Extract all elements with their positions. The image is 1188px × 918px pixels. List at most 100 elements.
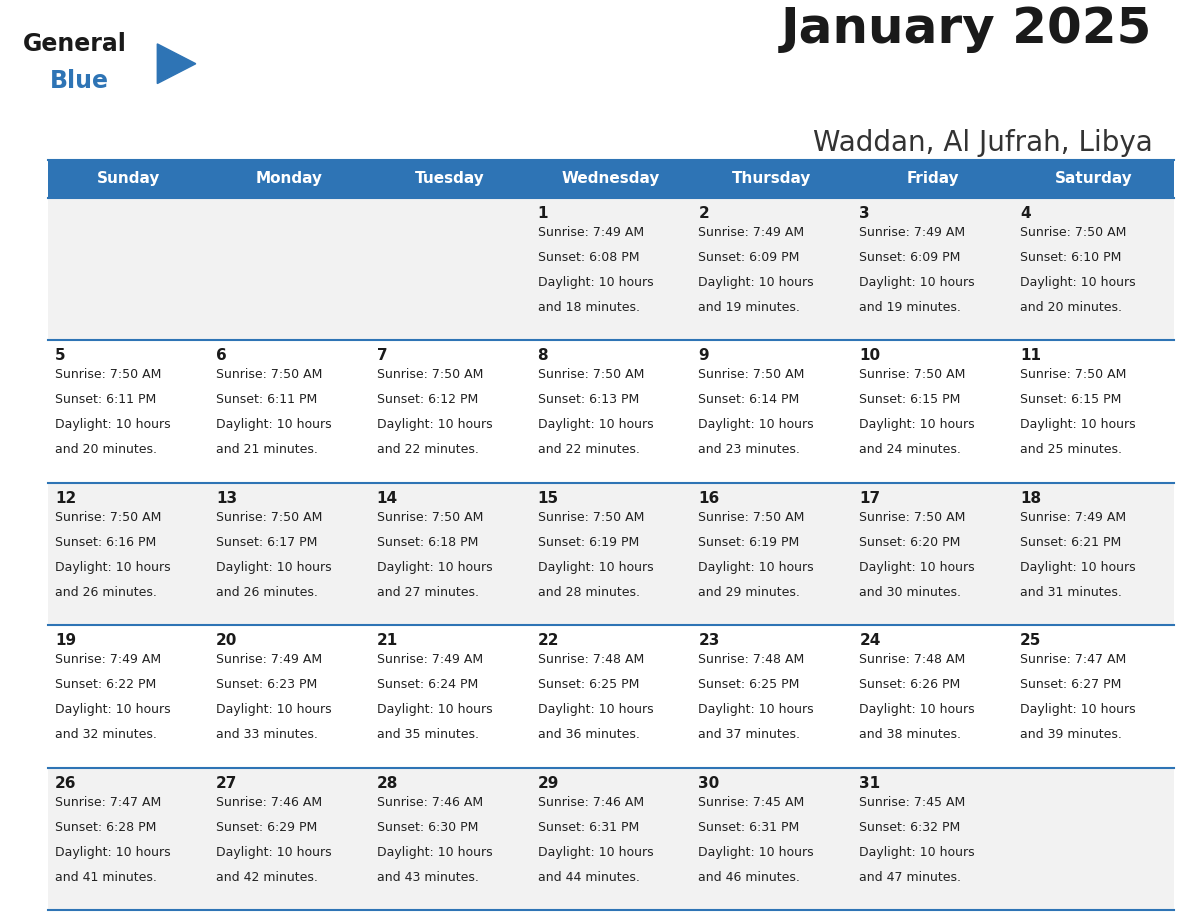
- Text: and 39 minutes.: and 39 minutes.: [1020, 728, 1121, 741]
- Text: Sunset: 6:09 PM: Sunset: 6:09 PM: [859, 251, 961, 264]
- Text: 2: 2: [699, 206, 709, 221]
- Text: Sunrise: 7:50 AM: Sunrise: 7:50 AM: [699, 368, 804, 381]
- Text: Sunrise: 7:49 AM: Sunrise: 7:49 AM: [538, 226, 644, 239]
- Text: Daylight: 10 hours: Daylight: 10 hours: [538, 845, 653, 858]
- Text: Sunrise: 7:50 AM: Sunrise: 7:50 AM: [216, 368, 322, 381]
- Text: 17: 17: [859, 491, 880, 506]
- Text: and 42 minutes.: and 42 minutes.: [216, 870, 317, 883]
- Text: Daylight: 10 hours: Daylight: 10 hours: [1020, 419, 1136, 431]
- Text: Daylight: 10 hours: Daylight: 10 hours: [55, 703, 171, 716]
- Text: Sunday: Sunday: [96, 172, 160, 186]
- Text: 20: 20: [216, 633, 238, 648]
- Text: Daylight: 10 hours: Daylight: 10 hours: [538, 276, 653, 289]
- Text: and 43 minutes.: and 43 minutes.: [377, 870, 479, 883]
- Text: Daylight: 10 hours: Daylight: 10 hours: [859, 845, 975, 858]
- Text: Sunrise: 7:50 AM: Sunrise: 7:50 AM: [859, 510, 966, 524]
- Text: Sunrise: 7:48 AM: Sunrise: 7:48 AM: [538, 654, 644, 666]
- Text: 18: 18: [1020, 491, 1041, 506]
- Text: Sunset: 6:23 PM: Sunset: 6:23 PM: [216, 678, 317, 691]
- Text: and 18 minutes.: and 18 minutes.: [538, 301, 639, 314]
- Polygon shape: [157, 44, 196, 84]
- Text: and 19 minutes.: and 19 minutes.: [859, 301, 961, 314]
- Text: and 33 minutes.: and 33 minutes.: [216, 728, 317, 741]
- Text: and 29 minutes.: and 29 minutes.: [699, 586, 801, 599]
- Text: Sunset: 6:19 PM: Sunset: 6:19 PM: [538, 536, 639, 549]
- Text: 26: 26: [55, 776, 76, 790]
- Text: Sunrise: 7:47 AM: Sunrise: 7:47 AM: [55, 796, 162, 809]
- Text: and 20 minutes.: and 20 minutes.: [1020, 301, 1123, 314]
- Text: and 36 minutes.: and 36 minutes.: [538, 728, 639, 741]
- Text: Daylight: 10 hours: Daylight: 10 hours: [699, 703, 814, 716]
- Text: Sunset: 6:18 PM: Sunset: 6:18 PM: [377, 536, 478, 549]
- Text: and 31 minutes.: and 31 minutes.: [1020, 586, 1121, 599]
- Text: 31: 31: [859, 776, 880, 790]
- Text: 15: 15: [538, 491, 558, 506]
- Text: Sunset: 6:15 PM: Sunset: 6:15 PM: [859, 394, 961, 407]
- Text: Daylight: 10 hours: Daylight: 10 hours: [1020, 561, 1136, 574]
- Text: Sunrise: 7:50 AM: Sunrise: 7:50 AM: [377, 368, 484, 381]
- Text: Sunrise: 7:45 AM: Sunrise: 7:45 AM: [699, 796, 804, 809]
- Text: and 41 minutes.: and 41 minutes.: [55, 870, 157, 883]
- Text: 30: 30: [699, 776, 720, 790]
- Text: and 46 minutes.: and 46 minutes.: [699, 870, 801, 883]
- Text: Sunset: 6:17 PM: Sunset: 6:17 PM: [216, 536, 317, 549]
- Text: Friday: Friday: [906, 172, 959, 186]
- Text: Sunset: 6:13 PM: Sunset: 6:13 PM: [538, 394, 639, 407]
- Text: Sunrise: 7:50 AM: Sunrise: 7:50 AM: [1020, 368, 1126, 381]
- Text: 22: 22: [538, 633, 560, 648]
- Text: 8: 8: [538, 349, 548, 364]
- Text: Daylight: 10 hours: Daylight: 10 hours: [55, 419, 171, 431]
- Text: 11: 11: [1020, 349, 1041, 364]
- Text: Daylight: 10 hours: Daylight: 10 hours: [55, 561, 171, 574]
- Text: 4: 4: [1020, 206, 1031, 221]
- Text: Sunrise: 7:49 AM: Sunrise: 7:49 AM: [216, 654, 322, 666]
- Text: Sunset: 6:14 PM: Sunset: 6:14 PM: [699, 394, 800, 407]
- Text: Sunset: 6:09 PM: Sunset: 6:09 PM: [699, 251, 800, 264]
- Text: Daylight: 10 hours: Daylight: 10 hours: [859, 419, 975, 431]
- Text: Monday: Monday: [255, 172, 323, 186]
- Text: and 27 minutes.: and 27 minutes.: [377, 586, 479, 599]
- Text: Daylight: 10 hours: Daylight: 10 hours: [216, 561, 331, 574]
- Text: 25: 25: [1020, 633, 1042, 648]
- Text: Sunset: 6:16 PM: Sunset: 6:16 PM: [55, 536, 157, 549]
- Text: 28: 28: [377, 776, 398, 790]
- Text: Sunset: 6:19 PM: Sunset: 6:19 PM: [699, 536, 800, 549]
- Text: and 26 minutes.: and 26 minutes.: [55, 586, 157, 599]
- Text: Daylight: 10 hours: Daylight: 10 hours: [538, 419, 653, 431]
- Text: Daylight: 10 hours: Daylight: 10 hours: [377, 845, 492, 858]
- Text: Daylight: 10 hours: Daylight: 10 hours: [377, 561, 492, 574]
- Text: Sunrise: 7:49 AM: Sunrise: 7:49 AM: [55, 654, 162, 666]
- Text: Daylight: 10 hours: Daylight: 10 hours: [699, 276, 814, 289]
- Text: 23: 23: [699, 633, 720, 648]
- Text: 16: 16: [699, 491, 720, 506]
- Text: Sunrise: 7:46 AM: Sunrise: 7:46 AM: [377, 796, 482, 809]
- Text: 6: 6: [216, 349, 227, 364]
- Text: Daylight: 10 hours: Daylight: 10 hours: [859, 561, 975, 574]
- Text: Sunset: 6:10 PM: Sunset: 6:10 PM: [1020, 251, 1121, 264]
- Text: Sunset: 6:24 PM: Sunset: 6:24 PM: [377, 678, 478, 691]
- Text: Sunset: 6:25 PM: Sunset: 6:25 PM: [699, 678, 800, 691]
- Text: Sunset: 6:15 PM: Sunset: 6:15 PM: [1020, 394, 1121, 407]
- Text: 5: 5: [55, 349, 65, 364]
- Text: and 22 minutes.: and 22 minutes.: [377, 443, 479, 456]
- Text: Sunrise: 7:49 AM: Sunrise: 7:49 AM: [699, 226, 804, 239]
- Text: and 25 minutes.: and 25 minutes.: [1020, 443, 1123, 456]
- Text: Sunrise: 7:50 AM: Sunrise: 7:50 AM: [699, 510, 804, 524]
- Text: 12: 12: [55, 491, 76, 506]
- Text: Sunset: 6:08 PM: Sunset: 6:08 PM: [538, 251, 639, 264]
- Text: Sunset: 6:32 PM: Sunset: 6:32 PM: [859, 821, 961, 834]
- Text: Wednesday: Wednesday: [562, 172, 661, 186]
- Text: and 44 minutes.: and 44 minutes.: [538, 870, 639, 883]
- Text: 9: 9: [699, 349, 709, 364]
- Text: Sunset: 6:31 PM: Sunset: 6:31 PM: [699, 821, 800, 834]
- Text: and 37 minutes.: and 37 minutes.: [699, 728, 801, 741]
- Text: Sunrise: 7:50 AM: Sunrise: 7:50 AM: [55, 510, 162, 524]
- Text: January 2025: January 2025: [781, 5, 1152, 53]
- Text: Sunrise: 7:50 AM: Sunrise: 7:50 AM: [538, 368, 644, 381]
- Text: and 24 minutes.: and 24 minutes.: [859, 443, 961, 456]
- Text: Sunset: 6:27 PM: Sunset: 6:27 PM: [1020, 678, 1121, 691]
- Text: General: General: [23, 32, 126, 56]
- Text: Sunrise: 7:49 AM: Sunrise: 7:49 AM: [859, 226, 966, 239]
- Text: 1: 1: [538, 206, 548, 221]
- Text: Sunset: 6:11 PM: Sunset: 6:11 PM: [216, 394, 317, 407]
